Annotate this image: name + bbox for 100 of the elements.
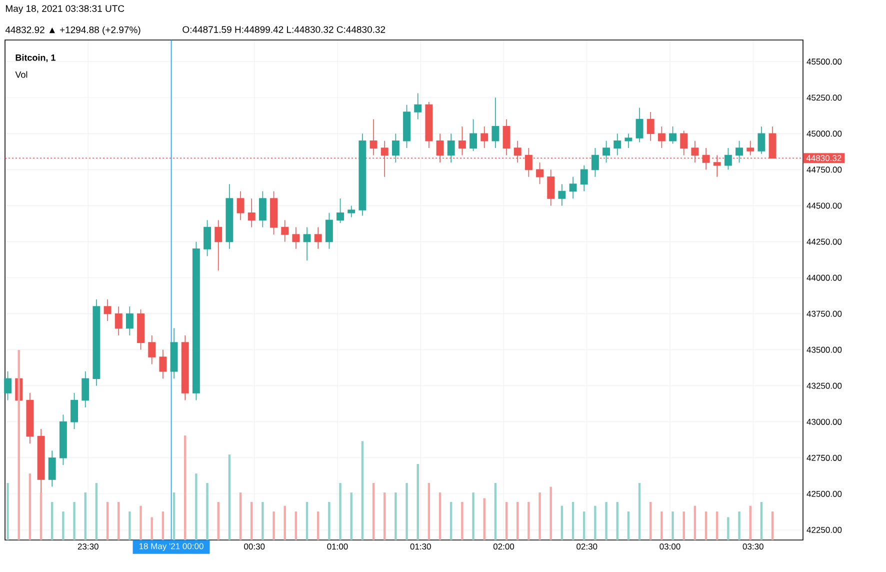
- bar: [150, 517, 153, 540]
- y-tick-label: 42250.00: [806, 526, 842, 533]
- bar: [262, 502, 264, 540]
- candlestick: [92, 298, 100, 386]
- candlestick: [104, 298, 112, 322]
- candlestick: [724, 148, 732, 170]
- bar: [372, 482, 375, 540]
- bar: [428, 482, 430, 540]
- bar: [605, 502, 608, 540]
- bar: [682, 511, 685, 540]
- y-tick-label: 43250.00: [806, 382, 842, 389]
- bar: [62, 511, 64, 540]
- candlestick: [314, 226, 322, 250]
- bar: [616, 502, 618, 540]
- candlestick: [658, 126, 666, 148]
- bar: [250, 502, 253, 540]
- candlestick: [569, 176, 577, 199]
- bar: [84, 492, 86, 540]
- bar: [694, 506, 696, 540]
- candlestick: [114, 306, 122, 336]
- bar: [272, 511, 275, 540]
- y-tick-label: 45500.00: [806, 58, 842, 65]
- bar: [106, 502, 109, 540]
- candlestick: [248, 198, 256, 228]
- bar: [461, 502, 464, 540]
- x-tick-label: 00:30: [244, 544, 265, 550]
- x-tick-label: 03:00: [660, 544, 680, 550]
- candlestick: [336, 198, 344, 224]
- bar: [228, 454, 231, 540]
- candlestick: [502, 118, 510, 156]
- y-tick-label: 43000.00: [806, 418, 842, 425]
- bar: [660, 511, 663, 540]
- x-tick-label: 01:30: [410, 544, 431, 550]
- candlestick: [70, 392, 78, 430]
- candlestick: [624, 133, 632, 148]
- candlestick: [669, 126, 676, 144]
- y-tick-label: 44750.00: [806, 166, 842, 173]
- text: Bitcoin, 1: [16, 54, 56, 62]
- candlestick: [646, 112, 654, 142]
- bar: [95, 482, 98, 540]
- bar: [317, 511, 320, 540]
- candlestick: [492, 97, 500, 148]
- bar: [328, 502, 330, 540]
- bar: [472, 492, 474, 540]
- candlestick: [547, 169, 555, 206]
- x-tick-label: 02:00: [493, 544, 514, 550]
- bar: [638, 482, 641, 540]
- y-tick-label: 44250.00: [806, 238, 842, 245]
- bar: [528, 502, 530, 540]
- ref-line-label: 44830.32: [806, 155, 842, 162]
- bar: [406, 482, 408, 540]
- bar: [572, 502, 574, 540]
- bar: [384, 492, 386, 540]
- candlestick: [392, 133, 400, 163]
- candlestick: [214, 220, 222, 271]
- candlestick: [602, 140, 610, 163]
- bar: [727, 517, 730, 540]
- bar: [483, 498, 486, 540]
- candlestick: [281, 220, 289, 242]
- bar: [450, 502, 452, 540]
- y-tick-label: 43500.00: [806, 346, 842, 353]
- text: May 18, 2021 03:38:31 UTC: [6, 5, 124, 14]
- candlestick: [126, 306, 134, 336]
- candlestick: [292, 226, 300, 250]
- candlestick: [148, 334, 156, 365]
- candlestick: [680, 130, 688, 156]
- bar: [438, 492, 442, 540]
- bar: [560, 506, 564, 540]
- candlestick: [26, 392, 34, 444]
- candlestick: [580, 164, 588, 192]
- y-tick-label: 44000.00: [806, 274, 842, 281]
- bar: [306, 502, 308, 540]
- bar: [350, 492, 352, 540]
- y-tick-label: 43750.00: [806, 310, 842, 317]
- bar: [162, 511, 164, 540]
- bar: [771, 511, 774, 540]
- bar: [672, 511, 674, 540]
- bar: [361, 441, 364, 540]
- bar: [206, 482, 208, 540]
- bar: [516, 502, 519, 540]
- bar: [760, 502, 763, 540]
- candlestick: [758, 126, 766, 154]
- candlestick: [414, 92, 422, 120]
- candlestick: [536, 162, 544, 184]
- y-tick-label: 42500.00: [806, 490, 842, 497]
- candlestick: [181, 334, 189, 401]
- bar: [550, 486, 552, 540]
- bar: [239, 492, 242, 540]
- bar: [118, 502, 120, 540]
- candlestick: [558, 184, 566, 206]
- bar: [140, 506, 142, 540]
- y-tick-label: 45250.00: [806, 94, 842, 101]
- bar: [505, 502, 508, 540]
- bar: [538, 492, 541, 540]
- candlestick: [348, 205, 356, 218]
- candlestick: [447, 133, 455, 163]
- candlestick: [425, 102, 433, 148]
- candlestick: [170, 328, 178, 379]
- candlestick: [226, 184, 234, 250]
- bar: [51, 502, 54, 540]
